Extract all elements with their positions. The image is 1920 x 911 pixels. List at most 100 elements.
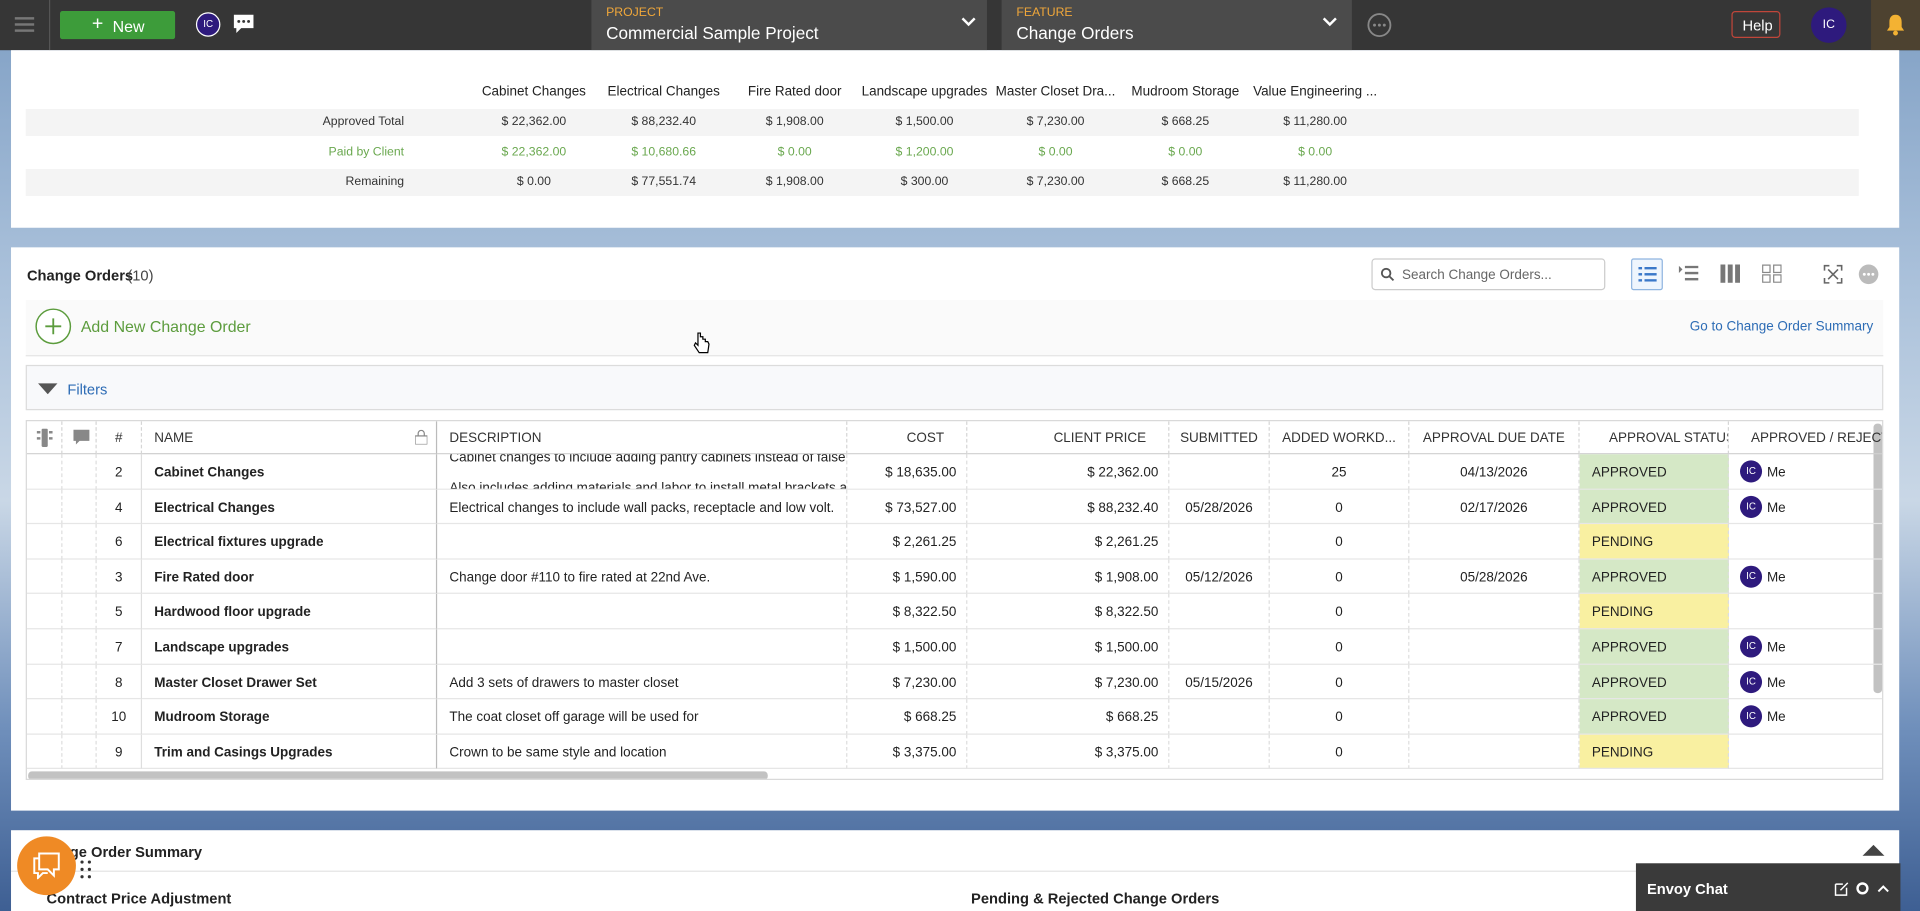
grid-cell: $ 7,230.00 bbox=[967, 664, 1170, 700]
summary-row-label: Paid by Client bbox=[328, 145, 405, 159]
panel-more-button[interactable] bbox=[1858, 263, 1880, 285]
grid-view-button[interactable] bbox=[1720, 264, 1741, 283]
summary-cell: $ 1,908.00 bbox=[765, 115, 824, 129]
summary-column-header: Value Engineering ... bbox=[1253, 84, 1378, 100]
comments-cell bbox=[62, 559, 97, 595]
panel-count: (10) bbox=[127, 266, 154, 285]
column-header: APPROVAL STATUS bbox=[1579, 421, 1729, 455]
grid-cell: $ 7,230.00 bbox=[847, 664, 968, 700]
project-selector[interactable]: PROJECT Commercial Sample Project bbox=[591, 0, 987, 51]
comments-cell bbox=[62, 734, 97, 770]
summary-cell: $ 7,230.00 bbox=[1026, 115, 1085, 129]
feature-selector[interactable]: FEATURE Change Orders bbox=[1001, 0, 1352, 51]
summary-cell: $ 300.00 bbox=[900, 175, 949, 189]
grid-cell: Cabinet Changes bbox=[142, 454, 438, 490]
workdays-text: 0 bbox=[1335, 675, 1343, 691]
approver-avatar: IC bbox=[1740, 460, 1763, 483]
summary-cell: $ 22,362.00 bbox=[501, 145, 567, 159]
grid-cell: 05/28/2026 bbox=[1169, 489, 1270, 525]
help-label: Help bbox=[1742, 17, 1773, 35]
comments-cell bbox=[62, 489, 97, 525]
client_price-text: $ 7,230.00 bbox=[1094, 675, 1159, 691]
comments-cell bbox=[62, 454, 97, 490]
grid-cell: 05/15/2026 bbox=[1169, 664, 1270, 700]
chat-icon[interactable] bbox=[231, 13, 255, 35]
add-new-link[interactable]: Add New Change Order bbox=[80, 317, 251, 336]
grid-cell: PENDING bbox=[1579, 734, 1729, 770]
workdays-text: 0 bbox=[1335, 745, 1343, 761]
summary-cell: $ 0.00 bbox=[1038, 145, 1073, 159]
grid-cell: IC Me bbox=[1728, 559, 1883, 595]
grid-cell: 7 bbox=[96, 629, 143, 665]
summary-row-label: Approved Total bbox=[322, 115, 405, 129]
client_price-text: $ 668.25 bbox=[1105, 710, 1159, 726]
grid-cell: 9 bbox=[96, 734, 143, 770]
list-view-button[interactable] bbox=[1631, 258, 1663, 291]
horizontal-scrollbar[interactable] bbox=[28, 771, 768, 779]
fullscreen-button[interactable] bbox=[1823, 264, 1843, 284]
summary-section bbox=[11, 830, 1900, 911]
summary-row-bg bbox=[25, 108, 1859, 136]
summary-cell: $ 1,500.00 bbox=[895, 115, 954, 129]
project-label: PROJECT bbox=[606, 6, 664, 20]
notifications[interactable] bbox=[1871, 0, 1920, 51]
chat-launcher[interactable] bbox=[17, 836, 76, 896]
cost-text: $ 8,322.50 bbox=[892, 605, 957, 621]
grid-cell: 2 bbox=[96, 454, 143, 490]
help-button[interactable]: Help bbox=[1731, 11, 1781, 38]
tile-view-button[interactable] bbox=[1762, 264, 1782, 283]
approver-name: Me bbox=[1766, 465, 1786, 481]
collapse-icon[interactable] bbox=[1862, 844, 1885, 856]
grid-cell: $ 1,908.00 bbox=[967, 559, 1170, 595]
search-box[interactable]: Search Change Orders... bbox=[1371, 258, 1606, 291]
more-icon[interactable] bbox=[1367, 12, 1393, 38]
summary-cell: $ 0.00 bbox=[516, 175, 551, 189]
header-cell bbox=[62, 421, 97, 455]
grid-cell: APPROVED bbox=[1579, 489, 1729, 525]
priority-cell bbox=[26, 559, 63, 595]
filters-bar[interactable]: Filters bbox=[25, 364, 1884, 411]
grid-cell: 02/17/2026 bbox=[1409, 489, 1580, 525]
grid-cell: $ 22,362.00 bbox=[967, 454, 1170, 490]
number-text: 3 bbox=[115, 570, 123, 586]
grid-cell: $ 8,322.50 bbox=[847, 594, 968, 630]
number-text: 6 bbox=[115, 535, 123, 551]
grid-cell: 0 bbox=[1269, 629, 1410, 665]
grid-cell bbox=[437, 629, 848, 665]
chat-panel[interactable]: Envoy Chat bbox=[1635, 863, 1901, 911]
column-header-label: NAME bbox=[154, 431, 194, 446]
client_price-text: $ 22,362.00 bbox=[1087, 465, 1159, 481]
change-orders-grid: # NAME DESCRIPTION COST CLIENT PRICE SUBMITTE… bbox=[25, 420, 1884, 781]
menu-icon[interactable] bbox=[14, 16, 35, 33]
description-text: Cabinet changes to include adding pantry… bbox=[449, 454, 848, 466]
grid-cell: Electrical fixtures upgrade bbox=[142, 524, 438, 560]
cost-text: $ 73,527.00 bbox=[885, 500, 957, 516]
summary-link[interactable]: Go to Change Order Summary bbox=[1689, 319, 1874, 335]
grid-cell: 3 bbox=[96, 559, 143, 595]
grid-cell: APPROVED bbox=[1579, 629, 1729, 665]
description-text: Also includes adding materials and labor… bbox=[449, 481, 848, 490]
add-icon[interactable] bbox=[34, 307, 72, 345]
grid-cell: $ 1,590.00 bbox=[847, 559, 968, 595]
summary-column-header: Mudroom Storage bbox=[1131, 84, 1240, 100]
approver-avatar: IC bbox=[1740, 705, 1763, 728]
submitted-text: 05/28/2026 bbox=[1185, 500, 1253, 516]
grid-cell: Electrical Changes bbox=[142, 489, 438, 525]
account-avatar[interactable]: IC bbox=[1811, 7, 1847, 43]
name-text: Fire Rated door bbox=[154, 570, 254, 586]
approver-name: Me bbox=[1766, 640, 1786, 656]
user-avatar[interactable]: IC bbox=[195, 12, 221, 37]
new-button[interactable]: + New bbox=[60, 11, 176, 40]
lock-icon bbox=[415, 429, 428, 445]
detail-view-button[interactable] bbox=[1678, 265, 1699, 282]
cost-text: $ 1,590.00 bbox=[892, 570, 957, 586]
column-header: SUBMITTED bbox=[1169, 421, 1270, 455]
workdays-text: 0 bbox=[1335, 640, 1343, 656]
column-header-label: SUBMITTED bbox=[1180, 431, 1258, 446]
summary-cell: $ 0.00 bbox=[1298, 145, 1333, 159]
workdays-text: 0 bbox=[1335, 710, 1343, 726]
approver-name: Me bbox=[1766, 675, 1786, 691]
status-text: APPROVED bbox=[1591, 640, 1667, 656]
grid-cell: $ 3,375.00 bbox=[967, 734, 1170, 770]
grid-cell: 6 bbox=[96, 524, 143, 560]
